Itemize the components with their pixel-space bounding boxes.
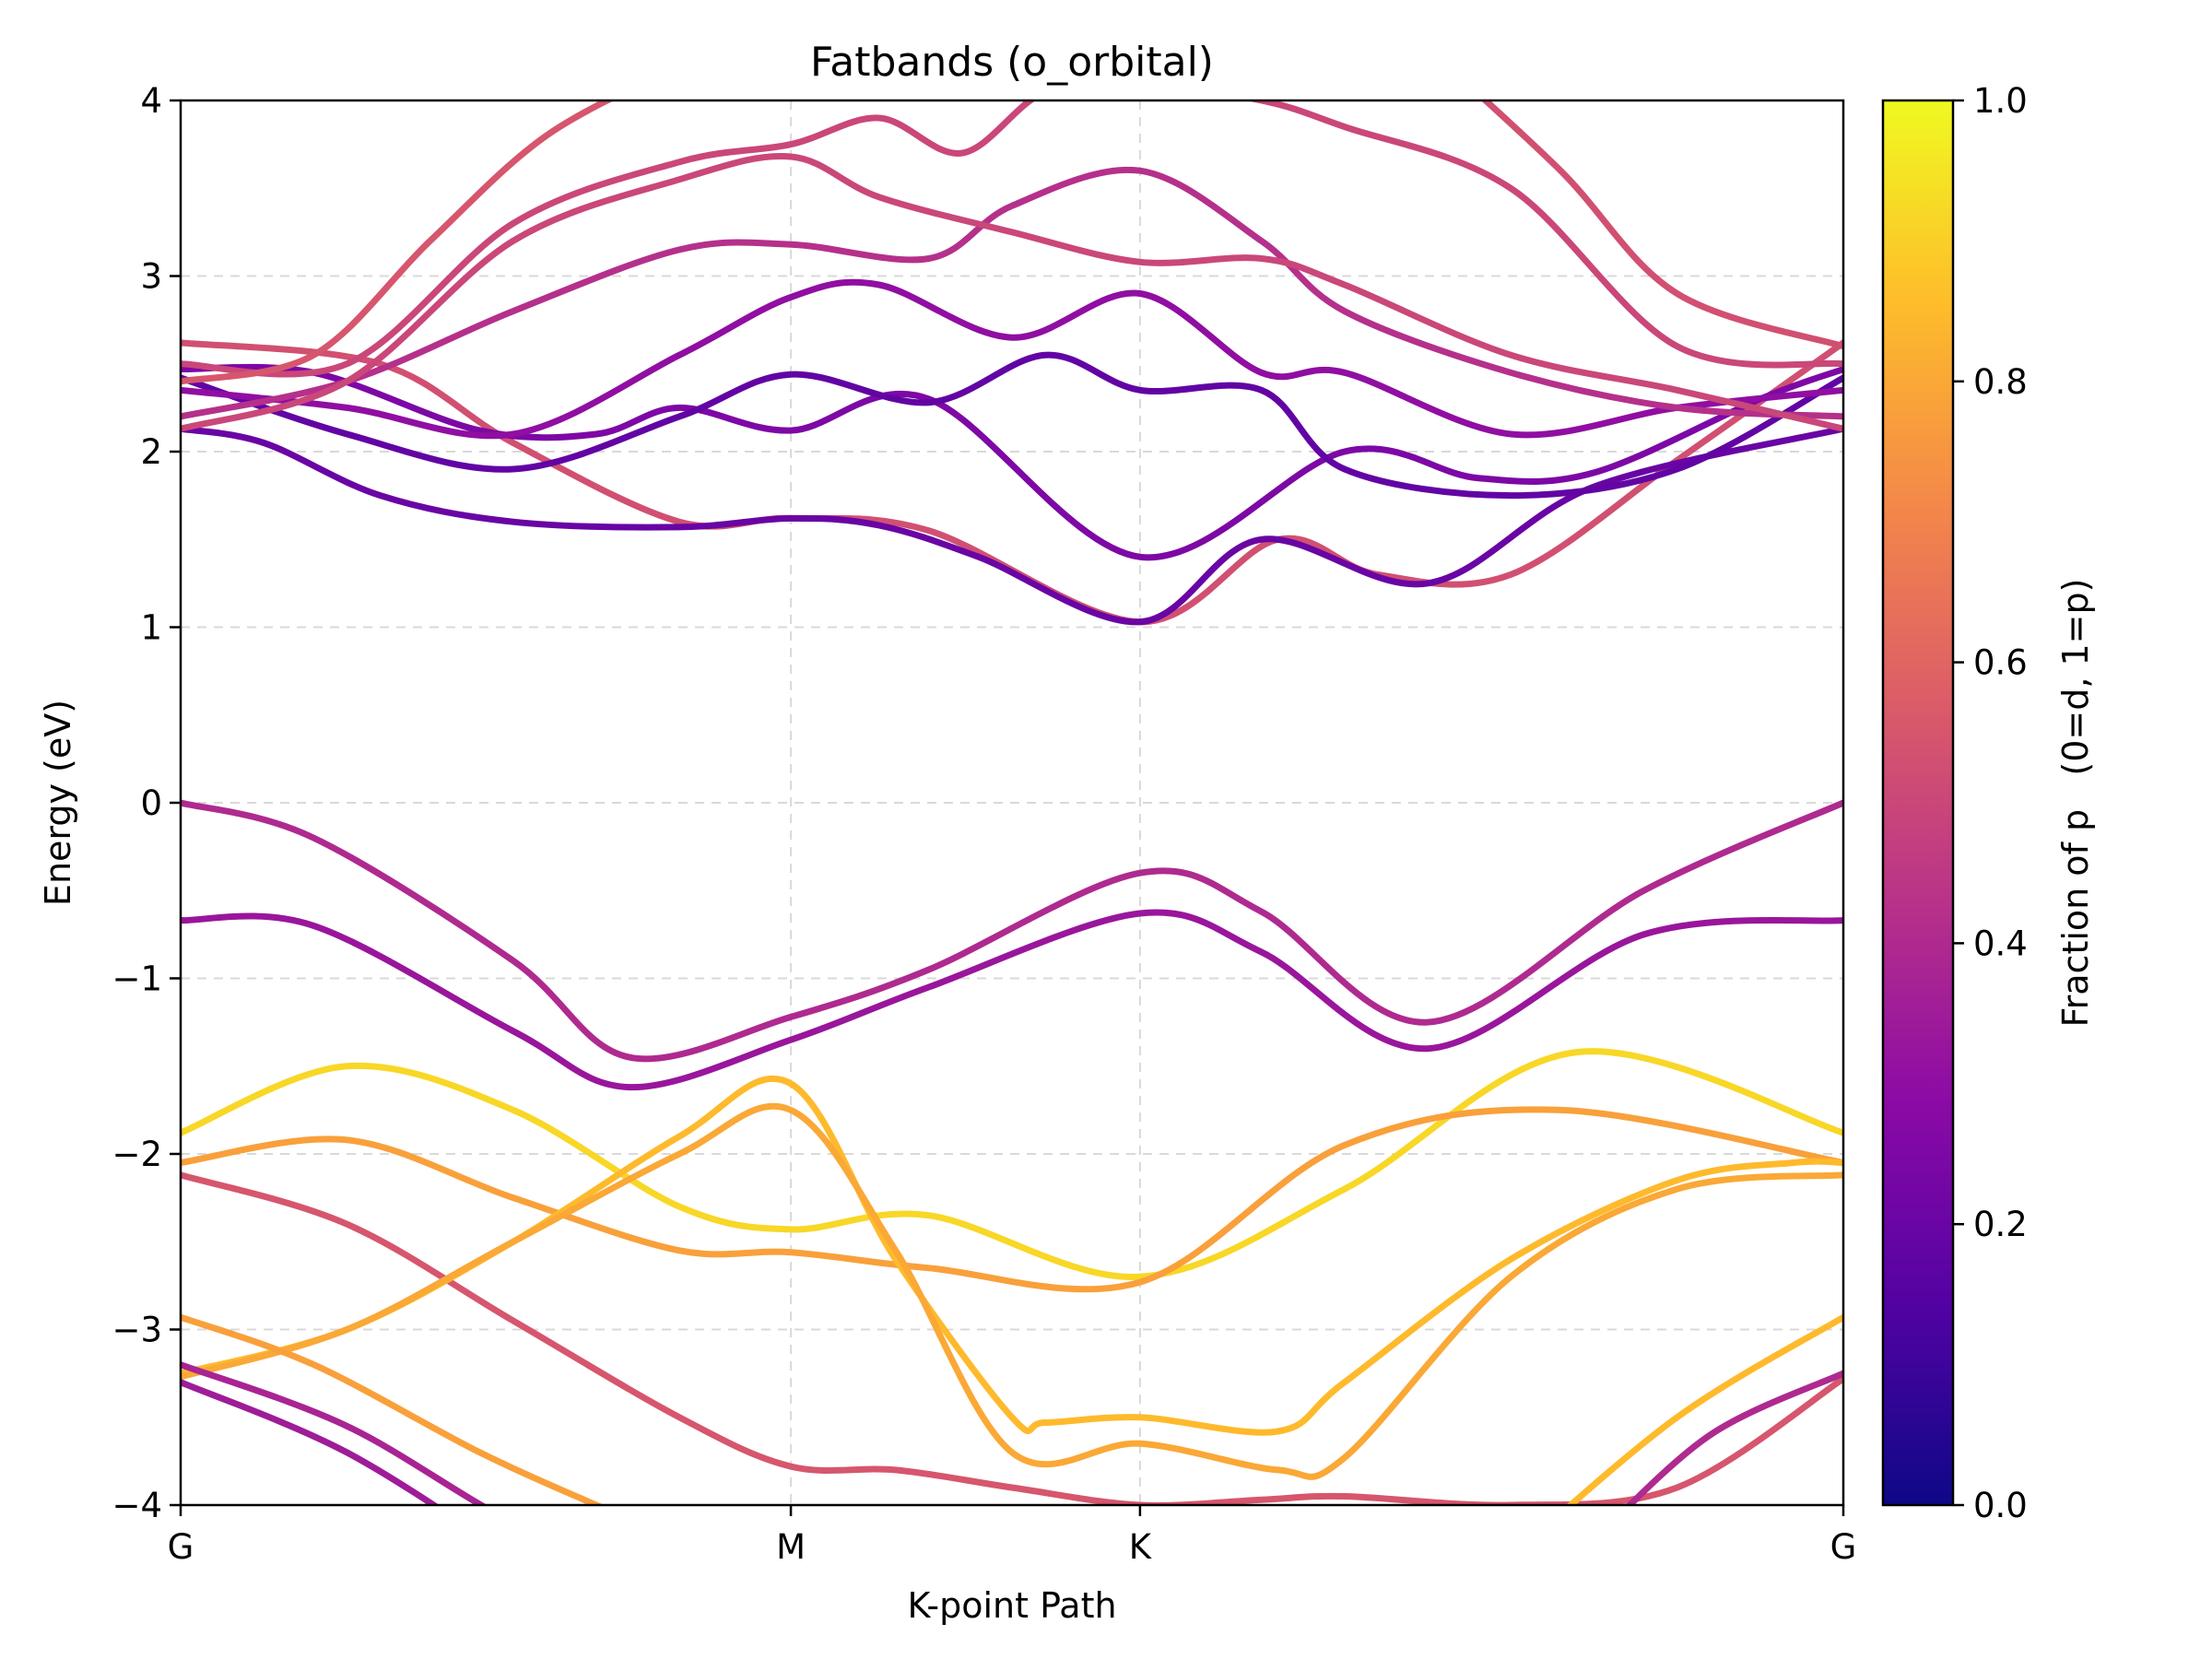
y-tick-label: −4 [112, 1486, 162, 1525]
chart-title: Fatbands (o_orbital) [810, 39, 1214, 86]
colorbar-tick-label: 0.2 [1973, 1205, 2028, 1244]
colorbar [1881, 99, 1955, 1507]
band-line-6 [181, 1075, 1843, 1436]
colorbar-tick-label: 0.0 [1973, 1486, 2028, 1525]
y-tick-label: 1 [140, 608, 162, 648]
x-tick-label: K [1129, 1527, 1153, 1567]
y-tick-label: −3 [112, 1311, 162, 1350]
colorbar-ticks: 0.0 0.2 0.4 0.6 0.8 1.0 [1953, 81, 2028, 1525]
band-line-2 [181, 909, 1843, 1091]
band-line-4 [181, 1106, 1843, 1293]
y-tick-label: 4 [140, 81, 162, 121]
band-line-1 [181, 799, 1843, 1063]
band-line-17 [181, 278, 1843, 440]
y-tick-label: 3 [140, 257, 162, 297]
band-line-21 [181, 100, 615, 385]
colorbar-tick-label: 0.8 [1973, 362, 2028, 402]
band-line-12 [1565, 1313, 1843, 1505]
y-tick-label: 2 [140, 432, 162, 472]
band-line-16 [181, 351, 1843, 500]
band-line-7 [181, 1102, 1843, 1480]
y-tick-label: −1 [112, 959, 162, 999]
band-line-13 [181, 339, 1843, 626]
band-line-20 [181, 100, 1843, 378]
band-line-3 [181, 1048, 1843, 1280]
band-line-8 [181, 1313, 605, 1505]
band-line-18 [181, 166, 1843, 420]
band-line-22 [1480, 100, 1843, 350]
y-tick-label: 0 [140, 783, 162, 823]
band-line-10 [181, 1379, 440, 1505]
y-tick-label: −2 [112, 1135, 162, 1174]
x-tick-label: G [1830, 1527, 1857, 1567]
colorbar-label: Fraction of p (0=d, 1=p) [2055, 579, 2096, 1028]
x-axis-label: K-point Path [907, 1585, 1116, 1626]
colorbar-tick-label: 1.0 [1973, 81, 2028, 121]
band-line-15 [181, 363, 1843, 561]
band-line-9 [181, 1361, 488, 1505]
colorbar-tick-label: 0.4 [1973, 924, 2028, 963]
x-tick-label: G [168, 1527, 194, 1567]
band-line-11 [1625, 1370, 1843, 1505]
band-line-14 [181, 425, 1843, 626]
x-tick-label: M [776, 1527, 806, 1567]
y-axis-ticks: −4 −3 −2 −1 0 1 2 3 4 [112, 81, 181, 1525]
bands [181, 100, 1843, 1505]
band-line-19 [181, 153, 1843, 432]
colorbar-tick-label: 0.6 [1973, 643, 2028, 683]
y-axis-label: Energy (eV) [38, 700, 78, 906]
